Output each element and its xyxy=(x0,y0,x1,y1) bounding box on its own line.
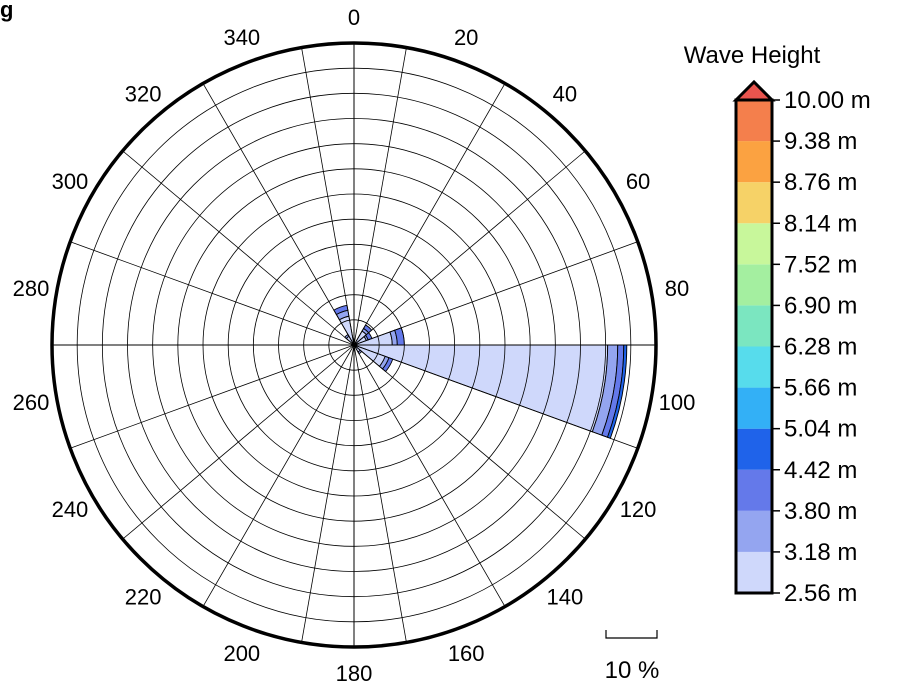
grid-spoke xyxy=(353,150,586,346)
grid-spoke xyxy=(70,344,355,449)
colorbar-level-label: 5.04 m xyxy=(784,416,857,443)
grid-spoke xyxy=(353,344,407,643)
grid-spoke xyxy=(353,344,638,449)
grid-spoke xyxy=(353,241,638,346)
colorbar-box xyxy=(736,346,772,388)
direction-tick-180: 180 xyxy=(336,661,373,686)
direction-tick-60: 60 xyxy=(626,169,650,194)
colorbar-box xyxy=(736,100,772,142)
direction-tick-300: 300 xyxy=(52,169,89,194)
direction-tick-160: 160 xyxy=(448,641,485,666)
direction-tick-20: 20 xyxy=(454,25,478,50)
colorbar-box xyxy=(736,223,772,265)
colorbar-level-label: 3.18 m xyxy=(784,539,857,566)
colorbar-box xyxy=(736,182,772,224)
colorbar-box xyxy=(736,469,772,511)
colorbar-level-label: 7.52 m xyxy=(784,251,857,278)
grid-spoke xyxy=(122,344,355,540)
colorbar-box xyxy=(736,428,772,470)
colorbar-box xyxy=(736,510,772,552)
direction-tick-240: 240 xyxy=(52,497,89,522)
grid-spoke xyxy=(202,83,355,346)
direction-tick-280: 280 xyxy=(13,276,50,301)
colorbar-extend-arrow xyxy=(732,79,776,102)
direction-tick-320: 320 xyxy=(125,82,162,107)
colorbar-level-label: 10.00 m xyxy=(784,87,871,114)
grid-spoke xyxy=(353,47,407,346)
grid-spoke xyxy=(301,344,355,643)
direction-tick-260: 260 xyxy=(13,390,50,415)
colorbar-level-label: 2.56 m xyxy=(784,580,857,607)
grid-spoke xyxy=(301,47,355,346)
colorbar-level-label: 6.90 m xyxy=(784,292,857,319)
colorbar-box xyxy=(736,264,772,306)
colorbar-level-label: 6.28 m xyxy=(784,334,857,361)
colorbar-level-label: 8.76 m xyxy=(784,169,857,196)
grid-spoke xyxy=(202,344,355,607)
scale-bar-label: 10 % xyxy=(605,657,660,684)
direction-tick-120: 120 xyxy=(620,497,657,522)
colorbar-box xyxy=(736,387,772,429)
direction-tick-80: 80 xyxy=(665,276,689,301)
grid-spoke xyxy=(353,344,586,540)
grid-spoke xyxy=(122,150,355,346)
outer-ring xyxy=(50,41,658,649)
scale-bar: 10 % xyxy=(605,630,660,684)
colorbar-title: Wave Height xyxy=(684,42,821,69)
colorbar-box xyxy=(736,141,772,183)
direction-tick-200: 200 xyxy=(223,641,260,666)
grid-spoke xyxy=(353,344,506,607)
colorbar-box xyxy=(736,551,772,593)
sector-100-bin-0 xyxy=(353,344,609,433)
colorbar-box xyxy=(736,305,772,347)
direction-tick-40: 40 xyxy=(553,82,577,107)
title-fragment: g xyxy=(0,0,13,22)
direction-ticks: 0 20 40 60 80 100 120 140 160 180 200 220 240 260 280 3… xyxy=(13,5,696,686)
colorbar-level-label: 9.38 m xyxy=(784,128,857,155)
direction-tick-220: 220 xyxy=(125,584,162,609)
colorbar-level-label: 3.80 m xyxy=(784,498,857,525)
direction-tick-340: 340 xyxy=(223,25,260,50)
grid-layer xyxy=(50,41,658,649)
direction-tick-140: 140 xyxy=(546,584,583,609)
colorbar: 10.00 m 9.38 m 8.76 m 8.14 m 7.52 m 6.90 m 6.2… xyxy=(732,79,871,607)
grid-spoke xyxy=(353,83,506,346)
colorbar-level-label: 8.14 m xyxy=(784,210,857,237)
direction-tick-100: 100 xyxy=(659,390,696,415)
direction-tick-0: 0 xyxy=(348,5,360,30)
scale-bar-line xyxy=(605,630,658,639)
colorbar-level-label: 4.42 m xyxy=(784,457,857,484)
grid-spoke xyxy=(70,241,355,346)
colorbar-level-label: 5.66 m xyxy=(784,375,857,402)
